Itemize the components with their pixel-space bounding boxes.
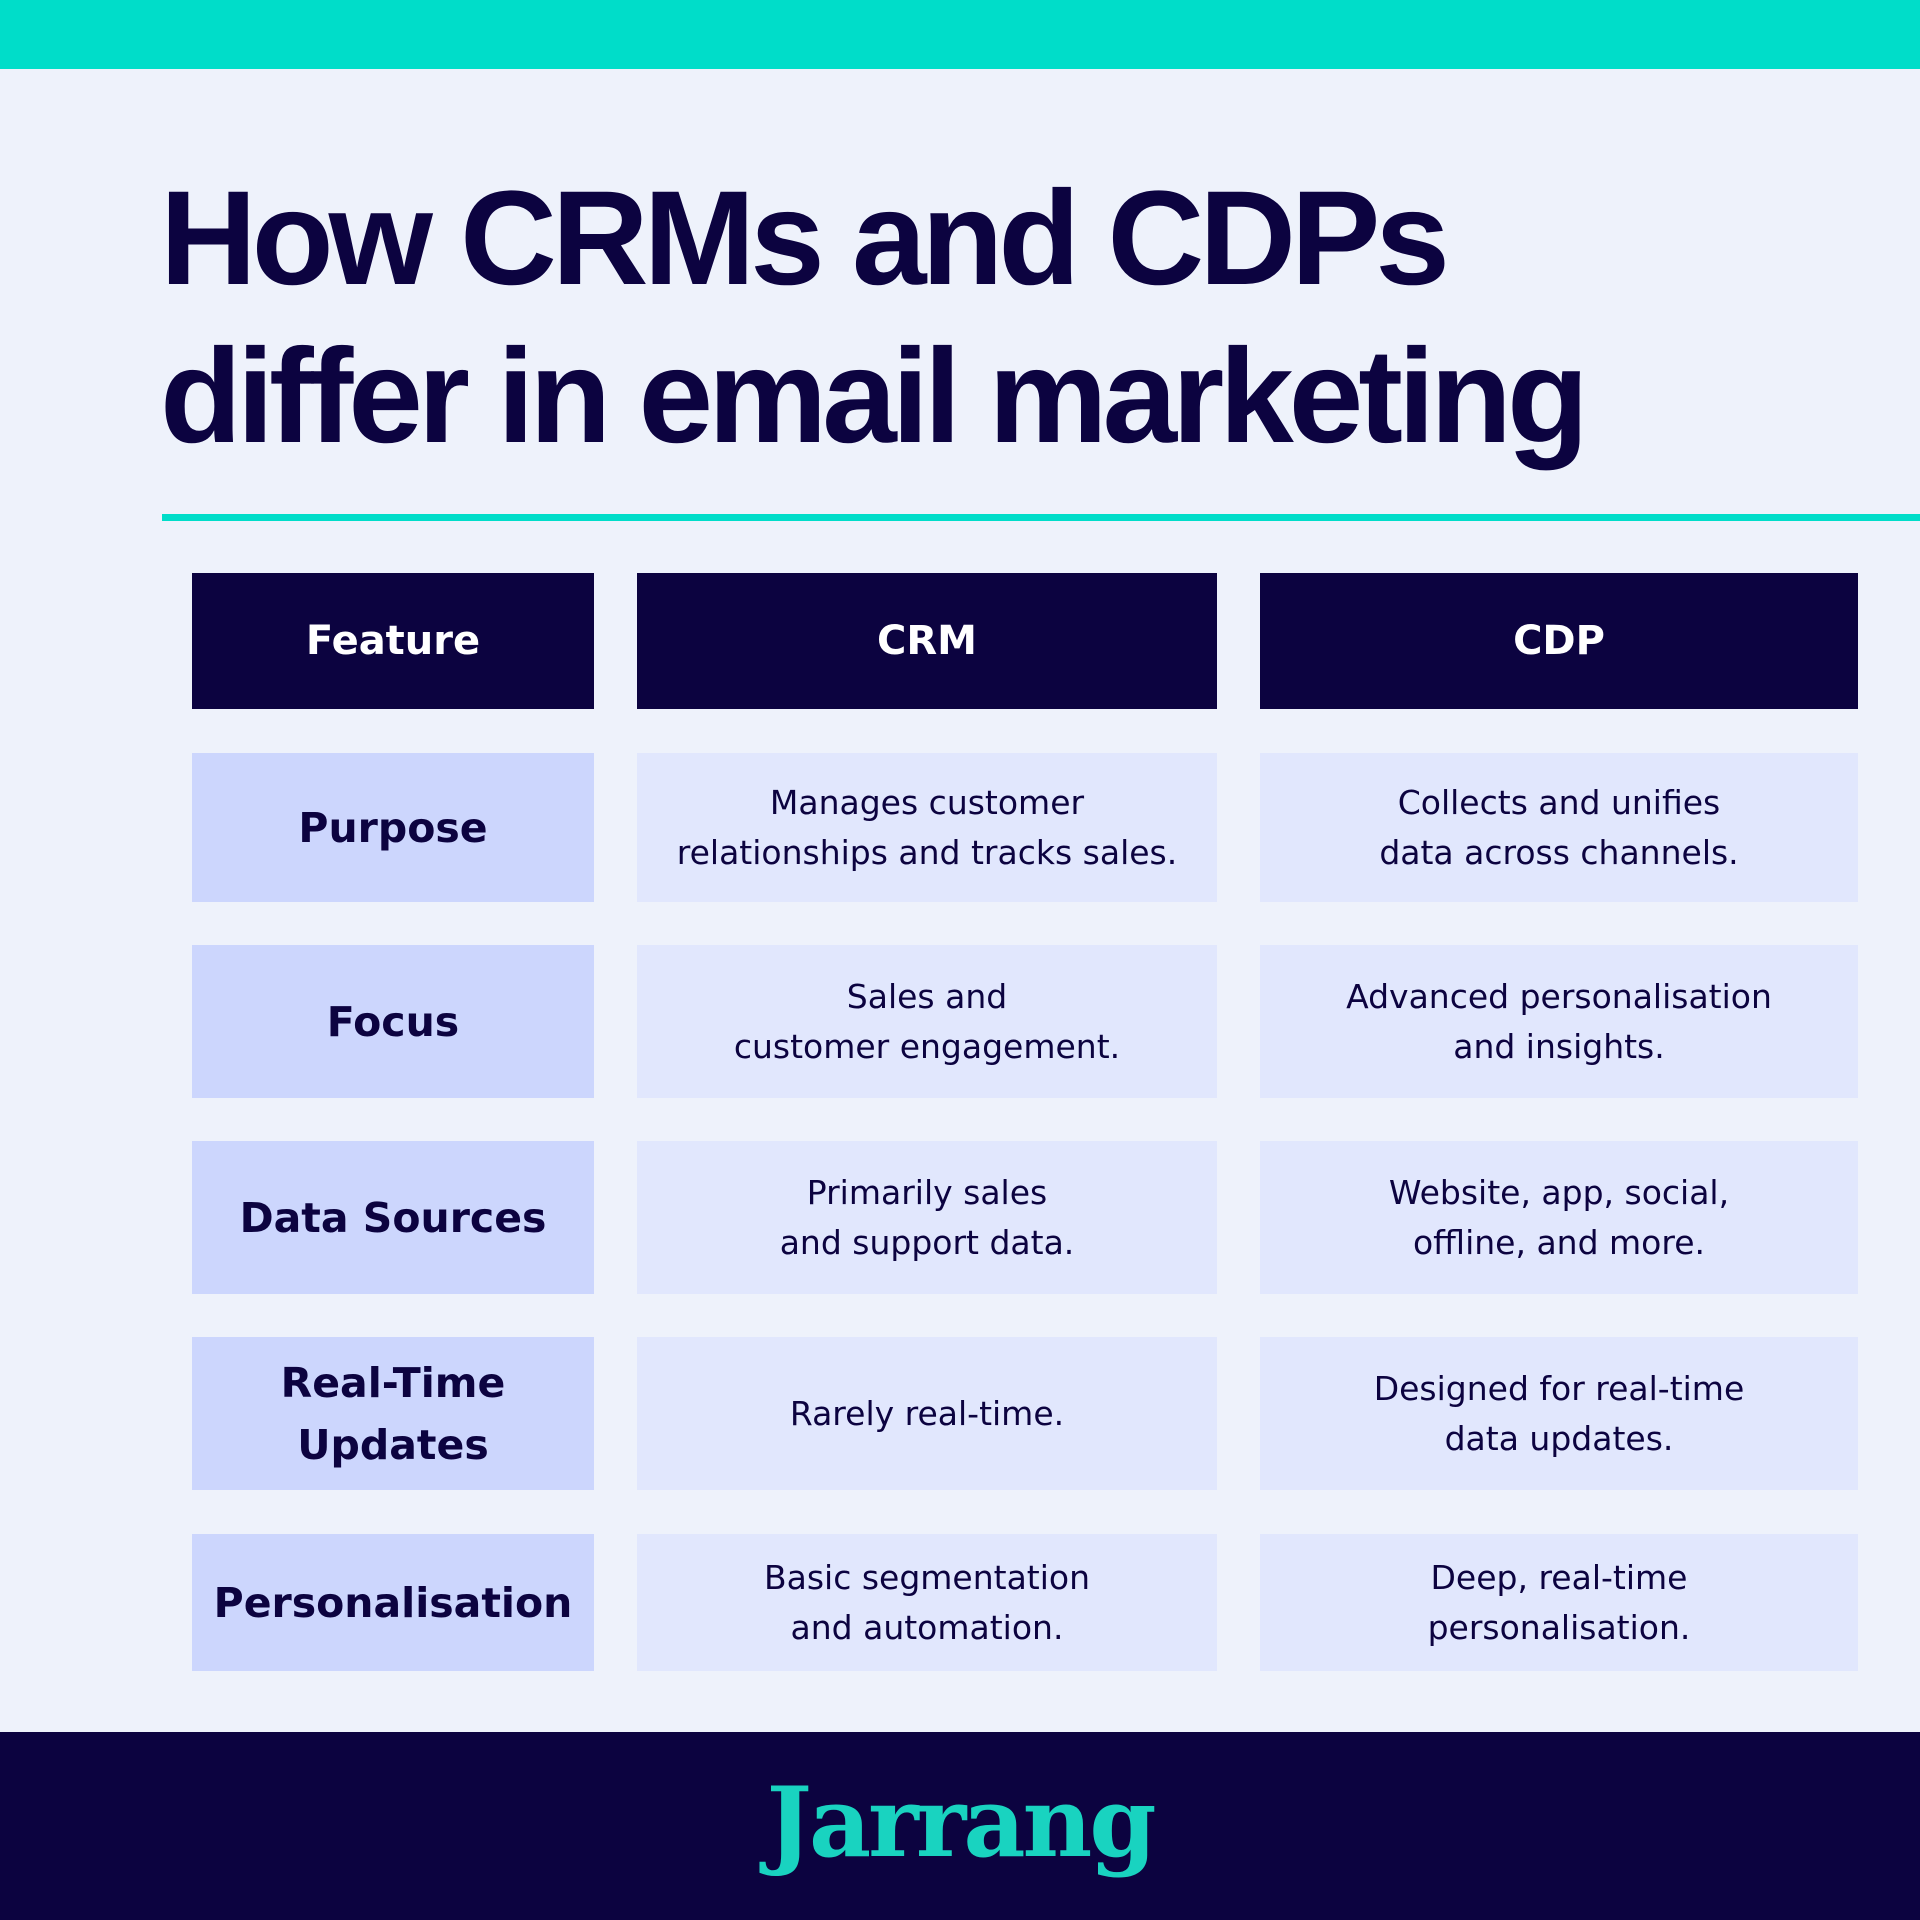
row-purpose-feature: Purpose (192, 753, 594, 902)
brand-logo: Jarrang (766, 1766, 1157, 1879)
title-line-1: How CRMs and CDPs (160, 164, 1450, 313)
row-real-time-cdp: Designed for real-time data updates. (1260, 1337, 1858, 1490)
row-purpose-cdp: Collects and unifies data across channel… (1260, 753, 1858, 902)
footer: Jarrang (0, 1732, 1920, 1920)
title-line-2: differ in email marketing (160, 322, 1589, 471)
header-crm: CRM (637, 573, 1217, 709)
title-divider (162, 514, 1920, 521)
header-feature: Feature (192, 573, 594, 709)
row-personalisation-crm: Basic segmentation and automation. (637, 1534, 1217, 1671)
row-personalisation-cdp: Deep, real-time personalisation. (1260, 1534, 1858, 1671)
page-title: How CRMs and CDPs differ in email market… (160, 160, 1589, 476)
row-personalisation-feature: Personalisation (192, 1534, 594, 1671)
row-focus-crm: Sales and customer engagement. (637, 945, 1217, 1098)
row-data-sources-crm: Primarily sales and support data. (637, 1141, 1217, 1294)
row-purpose-crm: Manages customer relationships and track… (637, 753, 1217, 902)
header-cdp: CDP (1260, 573, 1858, 709)
row-focus-cdp: Advanced personalisation and insights. (1260, 945, 1858, 1098)
top-accent-bar (0, 0, 1920, 69)
row-data-sources-feature: Data Sources (192, 1141, 594, 1294)
row-focus-feature: Focus (192, 945, 594, 1098)
row-real-time-crm: Rarely real-time. (637, 1337, 1217, 1490)
row-data-sources-cdp: Website, app, social, offline, and more. (1260, 1141, 1858, 1294)
row-real-time-feature: Real-Time Updates (192, 1337, 594, 1490)
